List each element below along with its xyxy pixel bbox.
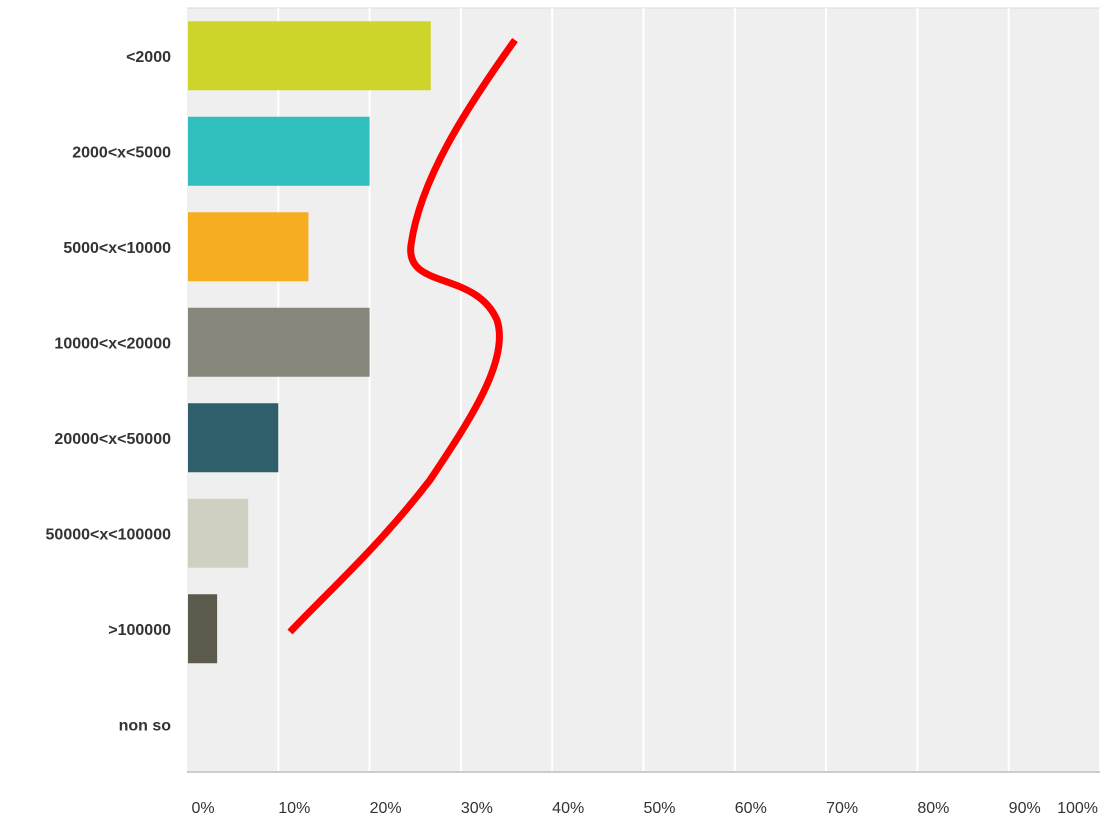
category-label: <2000: [126, 49, 171, 66]
category-label: 10000<x<20000: [54, 335, 171, 352]
x-tick-label: 10%: [278, 800, 310, 817]
bar: [188, 307, 370, 377]
category-label: >100000: [108, 622, 171, 639]
red-annotation-curve: [287, 37, 518, 635]
bar: [188, 403, 279, 473]
bar: [188, 594, 218, 664]
category-label: 2000<x<5000: [72, 144, 171, 161]
x-tick-label: 90%: [1009, 800, 1041, 817]
x-tick-label: 50%: [643, 800, 675, 817]
category-label: non so: [119, 717, 172, 734]
x-axis-ticks: 0% 10% 20% 30% 40% 50% 60% 70% 80% 90% 100%: [191, 800, 1098, 817]
x-tick-label: 70%: [826, 800, 858, 817]
x-tick-label: 100%: [1057, 800, 1098, 817]
bar: [188, 498, 249, 568]
category-label: 20000<x<50000: [54, 431, 171, 448]
category-label: 5000<x<10000: [63, 240, 171, 257]
bar: [188, 21, 431, 91]
category-labels: <2000 2000<x<5000 5000<x<10000 10000<x<2000…: [46, 49, 172, 735]
bar: [188, 212, 309, 282]
x-tick-label: 20%: [370, 800, 402, 817]
x-tick-label: 80%: [917, 800, 949, 817]
category-label: 50000<x<100000: [46, 526, 172, 543]
x-tick-label: 60%: [735, 800, 767, 817]
x-tick-label: 0%: [191, 800, 214, 817]
x-tick-label: 40%: [552, 800, 584, 817]
bars: [188, 21, 431, 664]
bar: [188, 116, 370, 186]
x-tick-label: 30%: [461, 800, 493, 817]
